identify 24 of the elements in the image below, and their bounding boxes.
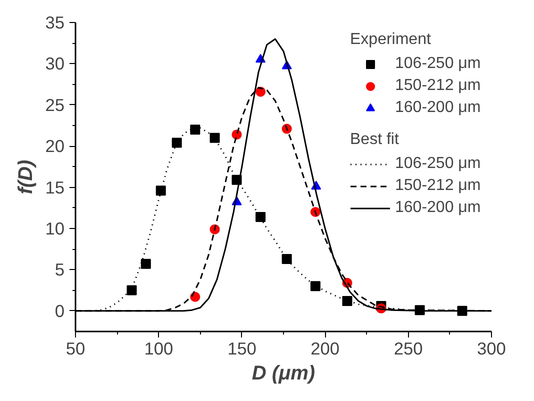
x-tick-label: 250 xyxy=(394,338,423,358)
legend-label: 106-250 μm xyxy=(395,54,481,74)
legend-label: 160-200 μm xyxy=(395,98,481,118)
y-tick-label: 25 xyxy=(45,94,65,115)
x-tick-label: 50 xyxy=(66,338,86,358)
y-tick-label: 10 xyxy=(45,218,65,238)
legend-label: 160-200 μm xyxy=(395,198,481,218)
x-tick-label: 300 xyxy=(477,338,506,358)
y-tick-label: 0 xyxy=(54,300,65,321)
text: Experiment xyxy=(350,31,431,48)
x-tick-label: 100 xyxy=(144,338,174,358)
legend-label: 106-250 μm xyxy=(395,154,481,174)
y-tick-label: 35 xyxy=(45,12,65,32)
y-tick-label: 5 xyxy=(54,260,65,280)
y-tick-label: 20 xyxy=(45,136,65,156)
x-axis-title: D (μm) xyxy=(252,362,316,384)
legend-label: 150-212 μm xyxy=(395,176,481,196)
y-tick-label: 30 xyxy=(45,54,65,74)
y-axis-title: f(D) xyxy=(15,159,38,194)
legend-label: 150-212 μm xyxy=(395,76,481,96)
y-tick-label: 15 xyxy=(45,177,65,198)
x-tick-label: 150 xyxy=(227,338,256,358)
x-tick-label: 200 xyxy=(310,338,340,358)
text: Best fit xyxy=(350,131,399,148)
